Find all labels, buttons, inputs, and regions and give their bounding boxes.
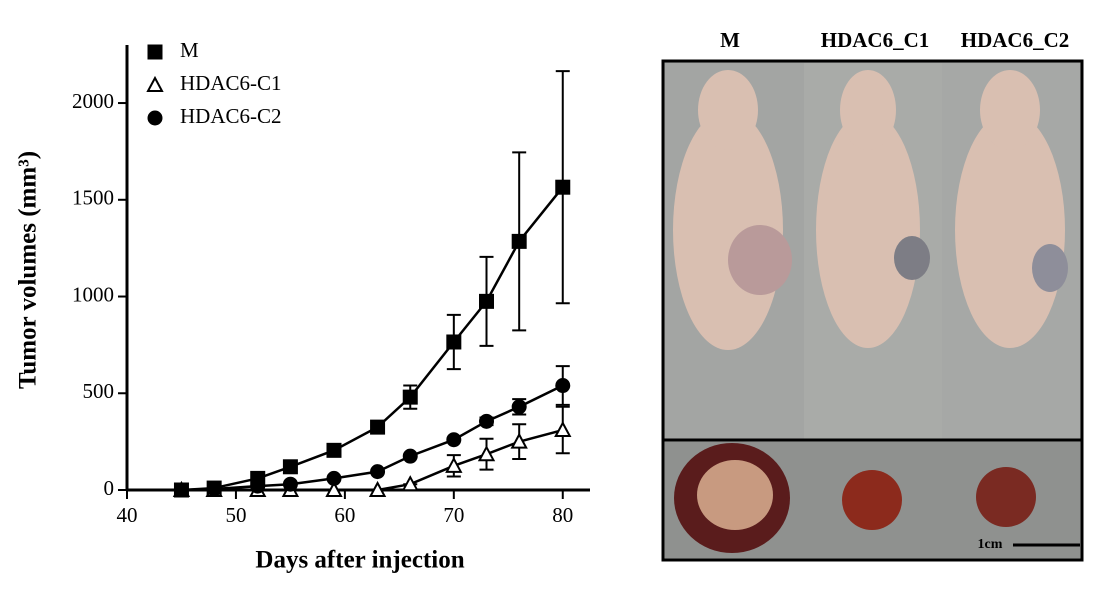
y-tick-label: 500 <box>83 379 115 403</box>
marker <box>477 445 496 462</box>
marker <box>511 399 527 415</box>
marker <box>326 442 342 458</box>
marker <box>402 389 418 405</box>
scale-bar-label: 1cm <box>978 537 1003 552</box>
marker <box>147 110 163 126</box>
x-tick-label: 40 <box>117 503 138 527</box>
marker <box>173 482 189 498</box>
marker <box>479 293 495 309</box>
marker <box>282 459 298 475</box>
marker <box>554 420 572 438</box>
marker <box>206 481 222 497</box>
marker <box>555 179 571 195</box>
marker <box>370 464 386 480</box>
marker <box>555 378 571 394</box>
x-tick-label: 50 <box>225 503 246 527</box>
marker <box>146 75 164 92</box>
x-tick-label: 60 <box>334 503 355 527</box>
marker <box>446 432 462 448</box>
marker <box>511 233 527 249</box>
marker <box>147 44 163 60</box>
marker <box>326 470 342 486</box>
marker <box>325 480 343 497</box>
legend-label: HDAC6-C1 <box>180 71 282 95</box>
x-tick-label: 70 <box>443 503 464 527</box>
y-tick-label: 0 <box>104 476 115 500</box>
marker <box>445 456 463 473</box>
marker <box>402 448 418 464</box>
y-tick-label: 1500 <box>72 186 114 210</box>
y-tick-label: 1000 <box>72 282 114 306</box>
marker <box>370 419 386 435</box>
x-tick-label: 80 <box>552 503 573 527</box>
series-line <box>181 428 564 492</box>
photo-label: HDAC6_C1 <box>821 28 930 52</box>
photo <box>661 59 1084 562</box>
y-tick-label: 2000 <box>72 89 114 113</box>
marker <box>250 478 266 494</box>
marker <box>282 476 298 492</box>
x-axis-label: Days after injection <box>255 547 464 574</box>
marker <box>401 475 419 492</box>
legend-label: HDAC6-C2 <box>180 104 282 128</box>
y-axis-label: Tumor volumes (mm³) <box>15 151 42 389</box>
marker <box>479 413 495 429</box>
marker <box>368 480 387 497</box>
legend-label: M <box>180 38 199 62</box>
series-line <box>181 186 564 492</box>
photo-label: M <box>720 28 740 52</box>
photo-label: HDAC6_C2 <box>961 28 1070 52</box>
marker <box>446 334 462 350</box>
marker <box>510 432 528 449</box>
